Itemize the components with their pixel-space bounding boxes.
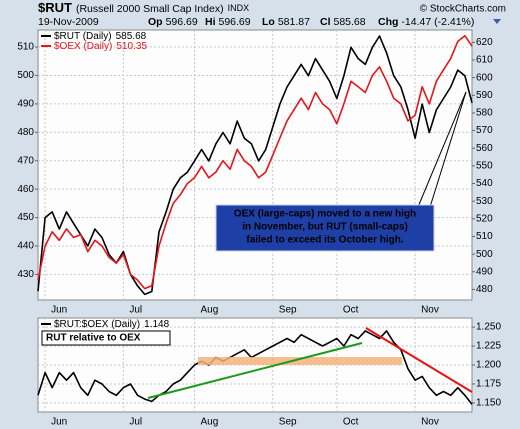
x-tick-label: Nov	[421, 305, 439, 316]
quote: Cl 585.68	[320, 16, 366, 28]
x-tick-label: Sep	[279, 305, 297, 316]
y-tick-label: 490	[17, 99, 34, 110]
legend-entry: $OEX (Daily) 510.35	[54, 41, 147, 52]
y-tick-label: 460	[17, 184, 34, 195]
pointer	[417, 91, 467, 208]
annotations	[41, 91, 473, 399]
annotation: RUT relative to OEX	[46, 333, 141, 344]
x-tick-label: Aug	[201, 305, 219, 316]
trend-line	[147, 342, 363, 399]
y-tick-label: 1.150	[476, 398, 501, 409]
x-tick-label: Aug	[201, 417, 219, 428]
y-tick-label: 480	[476, 284, 493, 295]
y-tick-label: 620	[476, 37, 493, 48]
price-panel	[37, 29, 473, 301]
y-tick-label: 580	[476, 108, 493, 119]
x-tick-label: Nov	[421, 417, 439, 428]
series-line	[37, 34, 473, 290]
x-tick-label: Jul	[129, 305, 142, 316]
exchange: INDX	[228, 3, 250, 13]
y-tick-label: 430	[17, 269, 34, 280]
quote: Chg -14.47 (-2.41%)	[378, 16, 474, 28]
quote-value: 581.87	[278, 16, 310, 28]
annotation: in November, but RUT (small-caps)	[242, 222, 408, 233]
legend-name: $RUT:$OEX (Daily)	[54, 319, 140, 330]
annotation: OEX (large-caps) moved to a new high	[234, 209, 416, 220]
x-tick-label: Jun	[51, 417, 67, 428]
x-tick-label: Oct	[343, 305, 359, 316]
quote-label: Lo	[262, 16, 275, 28]
quote-label: Op	[148, 16, 163, 28]
quote-label: Hi	[205, 16, 216, 28]
support-band	[198, 357, 402, 365]
quote-value: -14.47 (-2.41%)	[401, 16, 474, 28]
y-tick-label: 500	[476, 249, 493, 260]
y-tick-label: 1.175	[476, 379, 501, 390]
y-tick-label: 450	[17, 212, 34, 223]
y-tick-label: 1.250	[476, 322, 501, 333]
x-tick-label: Jun	[51, 305, 67, 316]
y-tick-label: 570	[476, 125, 493, 136]
legend-entry: $RUT:$OEX (Daily) 1.148	[54, 319, 170, 330]
y-tick-label: 480	[17, 127, 34, 138]
y-tick-label: 530	[476, 196, 493, 207]
trend-line	[365, 327, 473, 393]
quote-value: 596.69	[166, 16, 198, 28]
series-line	[37, 35, 473, 296]
y-tick-label: 510	[17, 42, 34, 53]
note-box	[215, 204, 435, 252]
quote: Lo 581.87	[262, 16, 310, 28]
header-title: $RUT (Russell 2000 Small Cap Index) INDX	[38, 0, 249, 15]
date: 19-Nov-2009	[38, 16, 99, 28]
y-tick-label: 440	[17, 241, 34, 252]
x-tick-label: Oct	[343, 417, 359, 428]
y-tick-label: 470	[17, 155, 34, 166]
quote-value: 585.68	[334, 16, 366, 28]
x-tick-label: Jul	[129, 417, 142, 428]
quote-label: Chg	[378, 16, 398, 28]
legend-value: 585.68	[116, 31, 147, 42]
y-tick-label: 540	[476, 178, 493, 189]
y-tick-label: 600	[476, 72, 493, 83]
pointer	[429, 91, 467, 208]
y-tick-label: 610	[476, 55, 493, 66]
y-tick-label: 490	[476, 266, 493, 277]
legend-value: 510.35	[116, 41, 147, 52]
y-tick-label: 1.225	[476, 341, 501, 352]
quote-value: 596.69	[219, 16, 251, 28]
symbol: $RUT	[38, 0, 72, 15]
annotation: failed to exceed its October high.	[246, 235, 403, 246]
credit: © StockCharts.com	[420, 4, 506, 15]
menu-arrow[interactable]	[493, 19, 501, 24]
y-tick-label: 500	[17, 70, 34, 81]
y-tick-label: 590	[476, 90, 493, 101]
y-tick-label: 560	[476, 143, 493, 154]
y-tick-label: 510	[476, 231, 493, 242]
legend-name: $OEX (Daily)	[54, 41, 112, 52]
legend-entry: $RUT (Daily) 585.68	[54, 31, 147, 42]
quote: Op 596.69	[148, 16, 198, 28]
index-name: (Russell 2000 Small Cap Index)	[76, 3, 224, 15]
quote: Hi 596.69	[205, 16, 251, 28]
quote-label: Cl	[320, 16, 331, 28]
y-tick-label: 550	[476, 161, 493, 172]
legend-name: $RUT (Daily)	[54, 31, 112, 42]
y-tick-label: 1.200	[476, 360, 501, 371]
legend-value: 1.148	[144, 319, 169, 330]
note-box	[41, 330, 171, 346]
y-tick-label: 520	[476, 213, 493, 224]
x-tick-label: Sep	[279, 417, 297, 428]
